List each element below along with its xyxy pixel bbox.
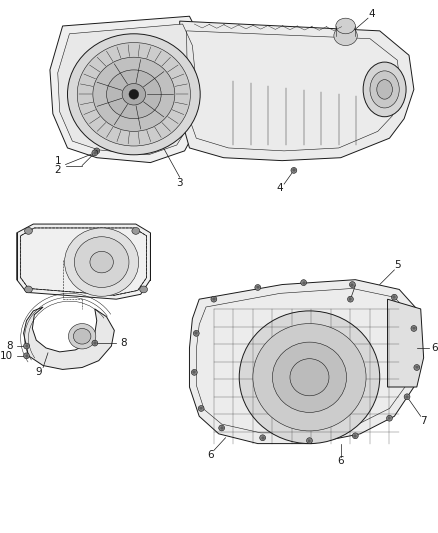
Text: 4: 4	[277, 183, 283, 193]
Ellipse shape	[64, 228, 139, 296]
Text: 6: 6	[208, 450, 214, 461]
Ellipse shape	[24, 343, 29, 349]
Ellipse shape	[255, 285, 261, 290]
Polygon shape	[58, 24, 196, 155]
Polygon shape	[180, 21, 414, 160]
Ellipse shape	[77, 43, 191, 146]
Ellipse shape	[74, 237, 129, 287]
Polygon shape	[50, 16, 204, 163]
Ellipse shape	[93, 57, 175, 131]
Ellipse shape	[193, 330, 199, 336]
Ellipse shape	[68, 324, 96, 349]
Text: 1: 1	[54, 156, 61, 166]
Text: 8: 8	[120, 338, 127, 348]
Ellipse shape	[370, 71, 399, 108]
Ellipse shape	[363, 62, 406, 117]
Ellipse shape	[122, 84, 145, 105]
Text: 6: 6	[431, 343, 438, 353]
Ellipse shape	[191, 369, 197, 375]
Ellipse shape	[140, 286, 148, 293]
Ellipse shape	[350, 281, 355, 287]
Ellipse shape	[307, 438, 312, 443]
Text: 4: 4	[369, 9, 375, 19]
Text: 9: 9	[35, 367, 42, 377]
Ellipse shape	[67, 34, 200, 155]
Text: 2: 2	[54, 165, 61, 175]
Ellipse shape	[92, 150, 98, 156]
Polygon shape	[24, 307, 114, 369]
Ellipse shape	[347, 296, 353, 302]
Polygon shape	[190, 280, 421, 443]
Ellipse shape	[377, 79, 392, 99]
Ellipse shape	[25, 228, 32, 235]
Ellipse shape	[404, 394, 410, 400]
Ellipse shape	[290, 359, 329, 396]
Ellipse shape	[272, 342, 346, 413]
Ellipse shape	[336, 18, 355, 34]
Text: 6: 6	[337, 456, 344, 466]
Polygon shape	[388, 299, 424, 387]
Ellipse shape	[353, 433, 358, 439]
Ellipse shape	[129, 90, 139, 99]
Ellipse shape	[92, 340, 98, 346]
Ellipse shape	[260, 435, 265, 441]
Ellipse shape	[239, 311, 380, 443]
Ellipse shape	[411, 326, 417, 332]
Ellipse shape	[25, 286, 32, 293]
Text: 5: 5	[394, 260, 401, 270]
Ellipse shape	[106, 70, 161, 119]
Ellipse shape	[219, 425, 225, 431]
Text: 10: 10	[0, 351, 13, 361]
Ellipse shape	[73, 328, 91, 344]
Ellipse shape	[334, 26, 357, 45]
Ellipse shape	[94, 148, 100, 154]
Ellipse shape	[414, 365, 420, 370]
Ellipse shape	[387, 415, 392, 421]
Polygon shape	[17, 224, 150, 299]
Ellipse shape	[198, 406, 204, 411]
Ellipse shape	[24, 353, 29, 359]
Ellipse shape	[291, 167, 297, 173]
Ellipse shape	[211, 296, 217, 302]
Ellipse shape	[253, 324, 366, 431]
Text: 3: 3	[177, 178, 183, 188]
Text: 7: 7	[420, 416, 427, 426]
Ellipse shape	[392, 294, 397, 300]
Ellipse shape	[132, 228, 140, 235]
Text: 8: 8	[6, 341, 13, 351]
Ellipse shape	[90, 252, 113, 273]
Ellipse shape	[301, 280, 307, 286]
